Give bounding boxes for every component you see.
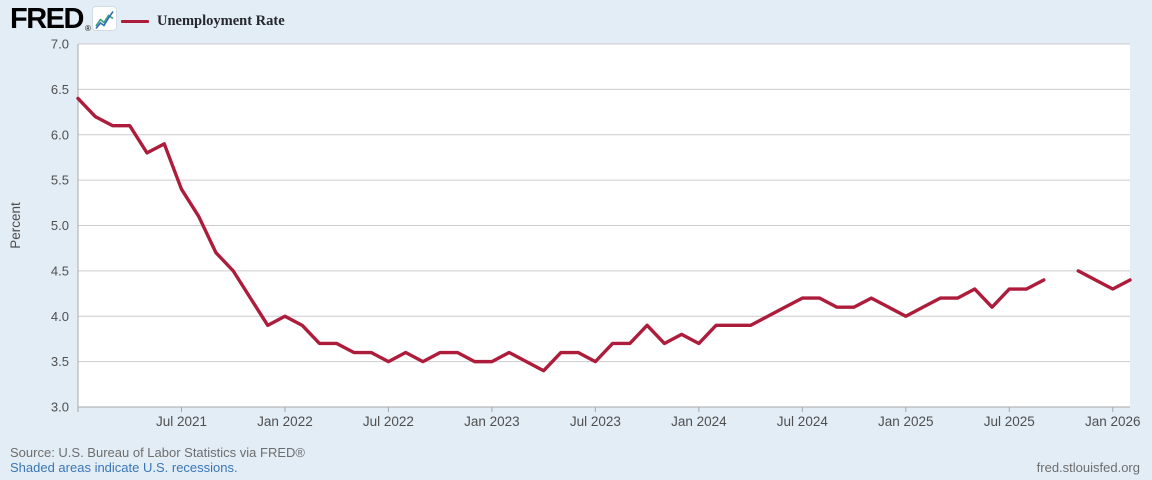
registered-trademark: ® xyxy=(85,24,91,33)
fred-sparkline-icon xyxy=(92,6,117,31)
svg-text:Jan 2024: Jan 2024 xyxy=(671,414,727,429)
svg-text:4.5: 4.5 xyxy=(51,263,69,278)
svg-text:Jan 2025: Jan 2025 xyxy=(878,414,934,429)
legend-line-swatch xyxy=(121,20,149,23)
svg-text:3.0: 3.0 xyxy=(51,400,69,415)
svg-text:Jul 2024: Jul 2024 xyxy=(777,414,829,429)
svg-text:Percent: Percent xyxy=(8,202,23,249)
fred-logo: FRED xyxy=(10,3,84,35)
svg-text:6.0: 6.0 xyxy=(51,127,69,142)
svg-text:4.0: 4.0 xyxy=(51,309,69,324)
legend-series-label: Unemployment Rate xyxy=(157,13,285,29)
chart-legend: Unemployment Rate xyxy=(121,13,285,30)
recessions-note-link[interactable]: Shaded areas indicate U.S. recessions. xyxy=(10,460,238,475)
source-attribution: Source: U.S. Bureau of Labor Statistics … xyxy=(10,445,305,460)
svg-text:6.5: 6.5 xyxy=(51,82,69,97)
svg-text:5.0: 5.0 xyxy=(51,218,69,233)
svg-text:3.5: 3.5 xyxy=(51,354,69,369)
svg-text:Jan 2023: Jan 2023 xyxy=(464,414,520,429)
svg-text:7.0: 7.0 xyxy=(51,37,69,52)
svg-text:5.5: 5.5 xyxy=(51,173,69,188)
svg-text:Jul 2021: Jul 2021 xyxy=(156,414,207,429)
svg-text:Jul 2022: Jul 2022 xyxy=(363,414,414,429)
svg-text:Jan 2022: Jan 2022 xyxy=(257,414,313,429)
svg-text:Jul 2025: Jul 2025 xyxy=(984,414,1035,429)
fred-site-link[interactable]: fred.stlouisfed.org xyxy=(1036,460,1140,475)
svg-text:Jul 2023: Jul 2023 xyxy=(570,414,621,429)
svg-text:Jan 2026: Jan 2026 xyxy=(1085,414,1141,429)
